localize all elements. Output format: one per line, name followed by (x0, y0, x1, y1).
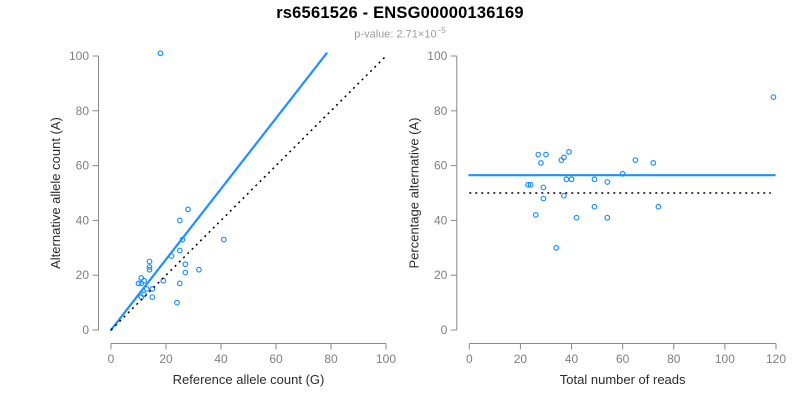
data-point (568, 176, 575, 183)
x-tick-label: 120 (766, 352, 786, 366)
x-tick-label: 20 (514, 352, 528, 366)
data-point (563, 176, 570, 183)
data-point (174, 299, 180, 306)
data-point (146, 258, 153, 265)
x-tick-label: 100 (715, 352, 735, 366)
x-tick-label: 60 (616, 352, 630, 366)
data-point (525, 181, 531, 188)
data-point (157, 50, 164, 57)
data-point (604, 179, 611, 185)
data-point (604, 214, 611, 221)
pvalue-exponent: −5 (436, 26, 446, 35)
data-point (176, 280, 183, 287)
data-point (532, 211, 539, 218)
y-tick-label: 40 (76, 213, 90, 227)
data-point (196, 266, 202, 273)
data-point (591, 176, 598, 183)
y-tick-label: 80 (76, 104, 90, 118)
data-point (535, 151, 542, 158)
data-point (591, 203, 598, 210)
data-point (543, 151, 549, 158)
data-point (143, 286, 150, 292)
data-point (573, 214, 580, 221)
y-axis-title: Alternative allele count (A) (48, 117, 63, 269)
right-scatter-plot: 0 20 40 60 80 100 120 0 20 40 60 80 100 Total number … (406, 49, 786, 387)
data-point (650, 159, 657, 166)
y-tick-label: 20 (76, 268, 90, 282)
page-title: rs6561526 - ENSG00000136169 (276, 4, 524, 22)
data-point (553, 244, 560, 251)
data-point (770, 94, 777, 100)
y-axis-title: Percentage alternative (A) (406, 117, 421, 268)
regression-line (109, 52, 328, 332)
y-tick-label: 60 (76, 159, 90, 173)
x-axis-title: Total number of reads (560, 372, 686, 387)
data-point (138, 275, 145, 281)
y-tick-label: 80 (434, 104, 448, 118)
y-tick-label: 20 (434, 268, 448, 282)
data-point (561, 192, 567, 199)
x-tick-label: 100 (376, 352, 396, 366)
data-point (160, 277, 167, 284)
data-point (566, 148, 572, 155)
pvalue-label: p-value: (354, 28, 397, 41)
pvalue-mantissa: 2.71×10 (396, 28, 437, 41)
x-tick-label: 40 (214, 352, 228, 366)
data-point (176, 217, 183, 224)
left-scatter-plot: 0 20 40 60 80 100 0 20 40 60 80 100 Reference allele… (48, 49, 396, 387)
data-point (146, 266, 153, 273)
data-point (185, 206, 191, 213)
data-point (561, 154, 567, 161)
data-point (149, 286, 156, 292)
x-tick-label: 80 (324, 352, 338, 366)
data-point (141, 277, 147, 284)
data-point (655, 203, 662, 210)
y-tick-label: 100 (69, 49, 89, 63)
y-tick-label: 100 (427, 49, 447, 63)
pvalue-subtitle: p-value: 2.71×10−5 (0, 26, 800, 41)
data-point (527, 181, 534, 188)
y-tick-label: 40 (434, 213, 448, 227)
x-tick-label: 0 (108, 352, 115, 366)
data-point (632, 157, 639, 164)
x-tick-label: 60 (269, 352, 283, 366)
y-tick-label: 0 (441, 323, 448, 337)
data-point (135, 280, 142, 287)
x-axis-title: Reference allele count (G) (173, 372, 325, 387)
data-point (138, 294, 145, 301)
data-point (220, 236, 227, 243)
data-point (149, 294, 156, 301)
x-tick-label: 80 (667, 352, 681, 366)
data-point (138, 280, 145, 287)
data-point (182, 269, 189, 276)
data-point (538, 159, 544, 166)
x-tick-label: 40 (565, 352, 579, 366)
data-point (146, 264, 153, 270)
y-tick-label: 60 (434, 159, 448, 173)
y-tick-label: 0 (82, 323, 89, 337)
identity-line (110, 55, 387, 331)
data-point (182, 261, 189, 268)
data-point (540, 195, 547, 202)
data-point (176, 247, 183, 254)
x-tick-label: 20 (159, 352, 173, 366)
data-point (540, 184, 547, 191)
x-tick-label: 0 (466, 352, 473, 366)
